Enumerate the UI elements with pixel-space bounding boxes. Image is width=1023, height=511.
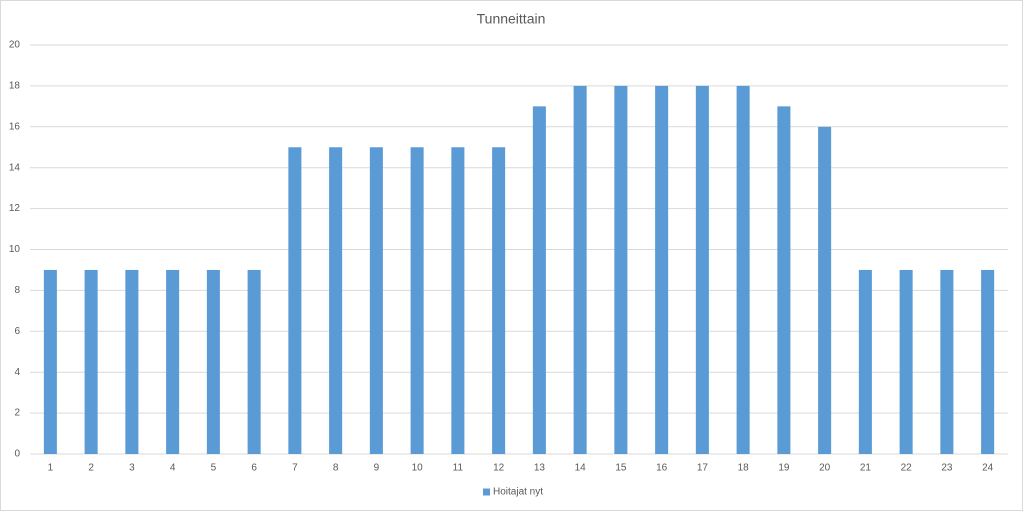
bar bbox=[84, 269, 98, 454]
bar bbox=[206, 269, 220, 454]
x-tick-label: 11 bbox=[453, 463, 464, 474]
x-tick-label: 23 bbox=[941, 463, 953, 474]
bar bbox=[981, 269, 995, 454]
y-tick-label: 4 bbox=[14, 367, 20, 378]
x-tick-label: 24 bbox=[982, 463, 994, 474]
y-tick-label: 10 bbox=[9, 244, 21, 255]
x-tick-label: 14 bbox=[575, 463, 587, 474]
x-tick-label: 10 bbox=[412, 463, 424, 474]
y-tick-label: 0 bbox=[14, 449, 20, 460]
bar bbox=[43, 269, 57, 454]
bar bbox=[940, 269, 954, 454]
bar bbox=[369, 147, 383, 454]
y-tick-label: 6 bbox=[14, 326, 20, 337]
bar bbox=[655, 85, 669, 455]
x-tick-label: 2 bbox=[88, 463, 94, 474]
bar bbox=[451, 147, 465, 454]
bar bbox=[410, 147, 424, 454]
x-tick-label: 12 bbox=[493, 463, 505, 474]
bar bbox=[492, 147, 506, 454]
x-tick-label: 18 bbox=[738, 463, 750, 474]
x-tick-label: 8 bbox=[333, 463, 339, 474]
x-tick-label: 17 bbox=[697, 463, 709, 474]
x-tick-label: 5 bbox=[211, 463, 217, 474]
bar bbox=[125, 269, 139, 454]
chart-title: Tunneittain bbox=[477, 11, 546, 27]
y-tick-label: 12 bbox=[9, 203, 21, 214]
y-tick-label: 20 bbox=[9, 40, 21, 51]
bar bbox=[532, 106, 546, 454]
bar bbox=[818, 126, 832, 455]
x-tick-label: 15 bbox=[615, 463, 627, 474]
y-tick-label: 2 bbox=[14, 408, 20, 419]
bar bbox=[288, 147, 302, 454]
x-tick-label: 20 bbox=[819, 463, 831, 474]
bar bbox=[777, 106, 791, 454]
x-tick-label: 22 bbox=[901, 463, 913, 474]
y-tick-label: 16 bbox=[9, 121, 21, 132]
x-tick-label: 21 bbox=[860, 463, 872, 474]
x-tick-label: 3 bbox=[129, 463, 135, 474]
bar bbox=[695, 85, 709, 455]
y-tick-label: 8 bbox=[14, 285, 20, 296]
x-tick-label: 9 bbox=[374, 463, 380, 474]
x-tick-label: 16 bbox=[656, 463, 668, 474]
x-tick-label: 13 bbox=[534, 463, 546, 474]
legend-label: Hoitajat nyt bbox=[493, 487, 543, 498]
bar bbox=[736, 85, 750, 455]
y-tick-label: 18 bbox=[9, 81, 21, 92]
bar bbox=[899, 269, 913, 454]
bar bbox=[858, 269, 872, 454]
bar bbox=[329, 147, 343, 454]
y-tick-label: 14 bbox=[9, 162, 21, 173]
x-tick-label: 6 bbox=[251, 463, 257, 474]
x-tick-label: 4 bbox=[170, 463, 176, 474]
x-tick-label: 7 bbox=[292, 463, 298, 474]
x-tick-label: 19 bbox=[778, 463, 790, 474]
bar bbox=[247, 269, 261, 454]
bar bbox=[573, 85, 587, 455]
bar bbox=[614, 85, 628, 455]
legend-swatch bbox=[483, 488, 490, 496]
bar bbox=[166, 269, 180, 454]
x-tick-label: 1 bbox=[48, 463, 54, 474]
